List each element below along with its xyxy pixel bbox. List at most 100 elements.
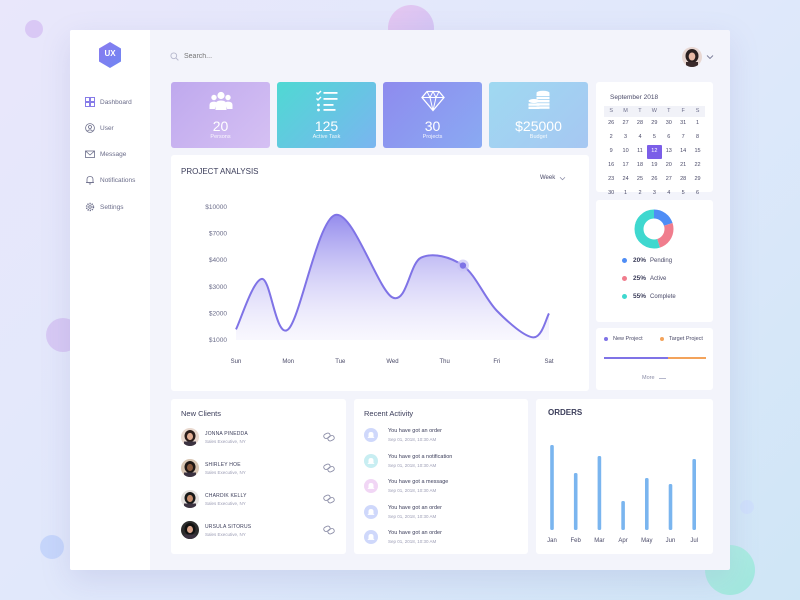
activity-text: You have got an order (388, 530, 442, 536)
stat-card-budget[interactable]: $25000 Budget (489, 82, 588, 148)
activity-text: You have got a message (388, 479, 449, 485)
orders-bar[interactable] (668, 484, 673, 530)
recent-activity-card: Recent Activity You have got an order Sep… (354, 399, 528, 554)
x-tick-label: Sat (544, 359, 553, 365)
calendar-day[interactable]: 11 (637, 148, 643, 154)
sidebar-item-dashboard[interactable]: Dashboard (85, 95, 132, 109)
calendar-day[interactable]: 13 (665, 148, 672, 154)
logo[interactable]: UX (98, 42, 122, 68)
calendar-day[interactable]: 30 (608, 190, 615, 196)
sidebar: UX Dashboard User Message Notifications … (70, 30, 150, 570)
calendar-day[interactable]: 28 (636, 120, 644, 126)
client-avatar (181, 428, 199, 446)
calendar-day[interactable]: 15 (694, 148, 701, 154)
x-tick-label: Tue (335, 359, 346, 365)
link-icon[interactable] (323, 463, 335, 473)
avatar[interactable] (682, 47, 702, 67)
calendar-day[interactable]: 29 (694, 176, 701, 182)
activity-item[interactable]: You have got an order Sep 01, 2018, 10:30… (364, 503, 524, 523)
calendar-day[interactable]: 27 (665, 176, 672, 182)
calendar-day[interactable]: 4 (667, 190, 671, 196)
x-tick-label: Feb (571, 538, 582, 544)
calendar-day[interactable]: 21 (680, 162, 687, 168)
calendar-day[interactable]: 16 (608, 162, 615, 168)
decorative-bubble (740, 500, 754, 514)
orders-bar[interactable] (621, 501, 625, 530)
stat-card-persons[interactable]: 20 Persons (171, 82, 270, 148)
activity-item[interactable]: You have got a notification Sep 01, 2018,… (364, 452, 524, 472)
status-legend-active: 25% Active (622, 275, 666, 282)
orders-bar[interactable] (597, 456, 602, 530)
calendar-day[interactable]: 29 (651, 120, 658, 126)
calendar-day[interactable]: 2 (638, 190, 642, 196)
calendar-week-row: 23 24 25 26 27 28 29 (604, 173, 705, 187)
period-select[interactable]: Week (540, 175, 566, 181)
orders-bar[interactable] (573, 473, 578, 530)
more-link[interactable]: More (642, 375, 666, 381)
search-input[interactable] (184, 52, 304, 60)
x-tick-label: Jan (547, 538, 557, 544)
stat-value: 125 (314, 118, 339, 134)
calendar-day[interactable]: 23 (608, 176, 615, 182)
calendar-day[interactable]: 6 (667, 134, 671, 140)
link-icon[interactable] (323, 494, 335, 504)
project-analysis-card: PROJECT ANALYSIS Week $10000 $7000 $4000 $3… (171, 155, 589, 391)
orders-bar[interactable] (550, 445, 554, 530)
stat-value: 30 (424, 118, 441, 134)
client-row[interactable]: CHARDIK KELLY Sales Executive, NY (181, 490, 341, 510)
sidebar-item-settings[interactable]: Settings (85, 200, 124, 214)
highlight-point[interactable] (459, 262, 467, 269)
status-label: Complete (650, 293, 676, 300)
calendar-day[interactable]: 22 (694, 162, 701, 168)
calendar-day[interactable]: 25 (636, 176, 644, 182)
calendar-day[interactable]: 6 (696, 190, 700, 196)
client-row[interactable]: SHIRLEY HOE Sales Executive, NY (181, 459, 341, 479)
stat-card-projects[interactable]: 30 Projects (383, 82, 482, 148)
link-icon[interactable] (323, 525, 335, 535)
chevron-down-icon[interactable] (706, 54, 714, 60)
stat-card-active-task[interactable]: 125 Active Task (277, 82, 376, 148)
sidebar-item-message[interactable]: Message (85, 147, 126, 161)
calendar-day[interactable]: 5 (652, 134, 656, 140)
calendar-day[interactable]: 12 (647, 145, 662, 159)
calendar-day[interactable]: 26 (651, 176, 658, 182)
calendar-day[interactable]: 19 (651, 162, 658, 168)
calendar-day[interactable]: 17 (622, 162, 629, 168)
orders-bar[interactable] (692, 459, 696, 530)
calendar-card: September 2018 S M T W T F S 26 27 28 29 30 31 1 2 3 4 5 6… (596, 82, 713, 196)
calendar-day[interactable]: 4 (638, 134, 642, 140)
calendar-day[interactable]: 26 (608, 120, 615, 126)
calendar-day[interactable]: 14 (680, 148, 687, 154)
calendar-day[interactable]: 20 (665, 162, 672, 168)
sidebar-item-notifications[interactable]: Notifications (85, 173, 135, 187)
sidebar-item-user[interactable]: User (85, 121, 114, 135)
calendar-day[interactable]: 27 (622, 120, 629, 126)
activity-item[interactable]: You have got a message Sep 01, 2018, 10:3… (364, 477, 524, 497)
orders-bar[interactable] (645, 478, 649, 530)
calendar-day[interactable]: 28 (680, 176, 687, 182)
calendar-day[interactable]: 3 (624, 134, 628, 140)
calendar-day[interactable]: 9 (609, 148, 613, 154)
calendar-day[interactable]: 18 (636, 162, 644, 168)
link-icon[interactable] (323, 432, 335, 442)
calendar-weekday: F (681, 108, 685, 114)
donut-slice[interactable] (634, 209, 674, 249)
client-row[interactable]: URSULA SITORUS Sales Executive, NY (181, 521, 341, 541)
activity-item[interactable]: You have got an order Sep 01, 2018, 10:30… (364, 528, 524, 548)
activity-item[interactable]: You have got an order Sep 01, 2018, 10:30… (364, 426, 524, 446)
calendar-day[interactable]: 31 (680, 120, 687, 126)
calendar-day[interactable]: 30 (665, 120, 672, 126)
calendar-day[interactable]: 7 (681, 134, 685, 140)
stat-value: $25000 (515, 118, 562, 134)
calendar-day[interactable]: 2 (609, 134, 613, 140)
y-tick-label: $10000 (205, 204, 227, 211)
calendar-day[interactable]: 3 (652, 190, 656, 196)
calendar-day[interactable]: 24 (622, 176, 629, 182)
donut-slice[interactable] (634, 209, 674, 249)
calendar-day[interactable]: 1 (696, 120, 700, 126)
client-row[interactable]: JONNA PINEDDA Sales Executive, NY (181, 428, 341, 448)
calendar-day[interactable]: 5 (681, 190, 685, 196)
calendar-day[interactable]: 10 (622, 148, 629, 154)
calendar-day[interactable]: 8 (696, 134, 700, 140)
calendar-day[interactable]: 1 (624, 190, 628, 196)
